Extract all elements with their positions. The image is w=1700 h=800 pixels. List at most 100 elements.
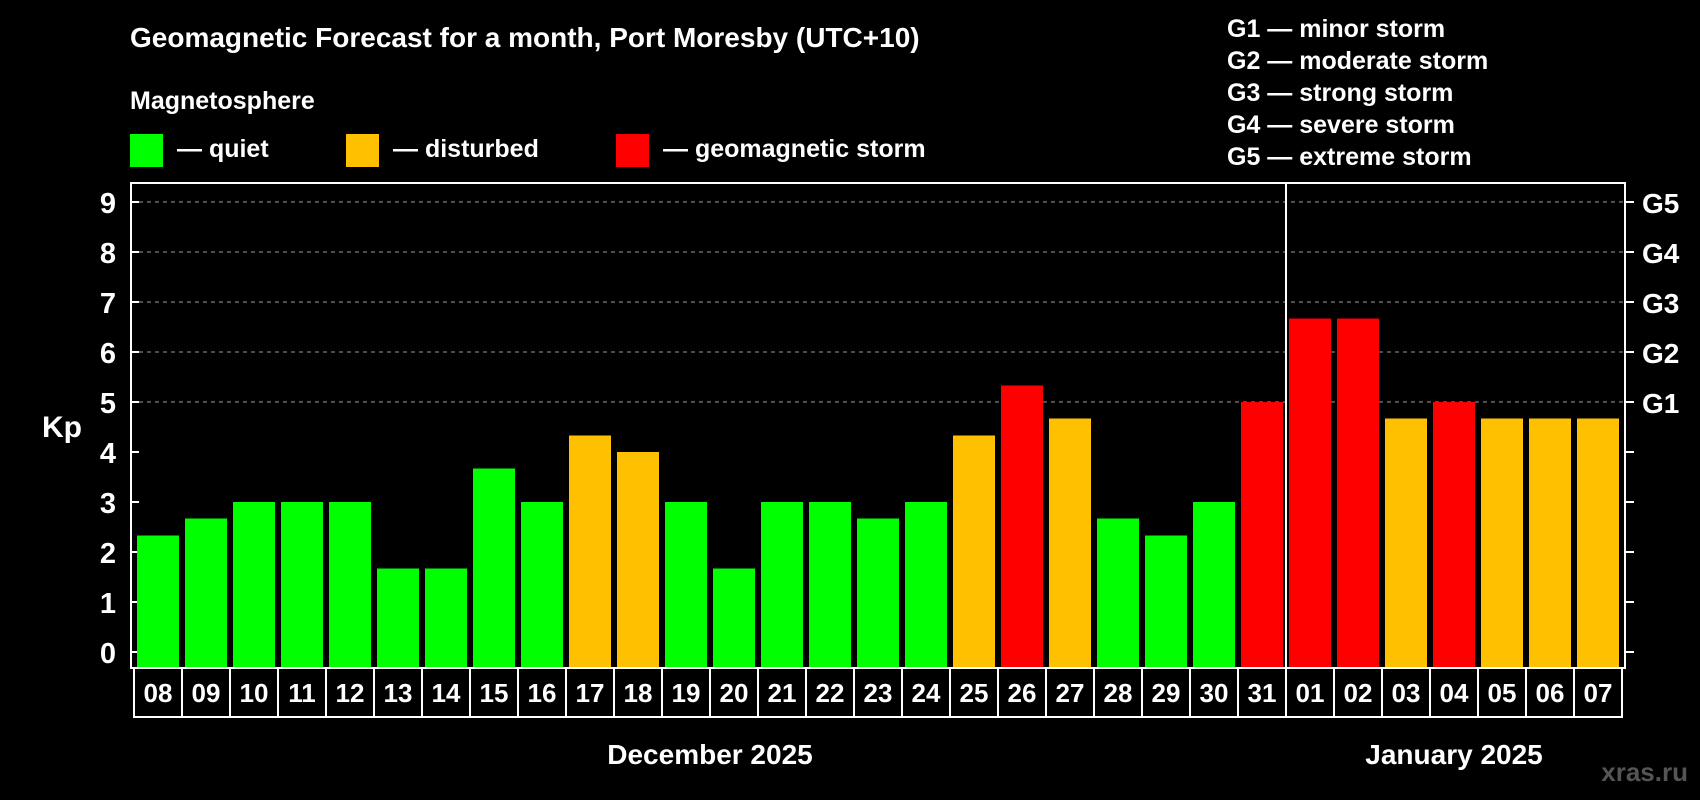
legend-swatch-2 [616,134,649,167]
y-tick-label-2: 2 [100,538,116,570]
right-tick-label-G4: G4 [1642,238,1680,269]
bar-17 [953,435,995,668]
date-label-2: 10 [240,678,269,708]
date-label-16: 24 [912,678,941,708]
legend-swatch-1 [346,134,379,167]
bar-9 [569,435,611,668]
date-label-25: 02 [1344,678,1373,708]
bar-23 [1241,402,1283,668]
y-axis-kp: 0 1 2 3 4 5 6 7 8 9 [100,188,139,670]
bar-6 [425,568,467,668]
date-label-22: 30 [1200,678,1229,708]
bar-13 [761,502,803,668]
legend-swatch-0 [130,134,163,167]
storm-scale-item-2: G3 — strong storm [1227,79,1453,107]
date-label-0: 08 [144,678,173,708]
bar-15 [857,518,899,668]
date-label-24: 01 [1296,678,1325,708]
date-label-10: 18 [624,678,653,708]
bar-20 [1097,518,1139,668]
legend: — quiet — disturbed — geomagnetic storm [130,134,926,167]
bar-22 [1193,502,1235,668]
y-tick-label-3: 3 [100,488,116,520]
month-labels: December 2025 January 2025 [607,739,1542,770]
legend-heading: Magnetosphere [130,87,315,115]
legend-label-2: — geomagnetic storm [663,135,926,163]
date-label-4: 12 [336,678,365,708]
right-tick-label-G2: G2 [1642,338,1679,369]
date-label-26: 03 [1392,678,1421,708]
right-tick-label-G5: G5 [1642,188,1679,219]
bar-19 [1049,418,1091,668]
date-label-13: 21 [768,678,797,708]
bar-28 [1481,418,1523,668]
date-label-29: 06 [1536,678,1565,708]
y-tick-label-1: 1 [100,588,116,620]
y-tick-label-8: 8 [100,238,116,270]
bar-21 [1145,535,1187,668]
bar-5 [377,568,419,668]
bar-25 [1337,318,1379,668]
storm-scale-item-1: G2 — moderate storm [1227,47,1488,75]
bar-24 [1289,318,1331,668]
date-cell-frame [133,667,1623,718]
gridlines [131,201,1625,403]
date-label-20: 28 [1104,678,1133,708]
y-tick-label-7: 7 [100,288,116,320]
y-axis-storm-levels: G1 G2 G3 G4 G5 [1625,188,1680,653]
bar-2 [233,502,275,668]
month-label-0: December 2025 [607,739,812,770]
bar-3 [281,502,323,668]
date-label-19: 27 [1056,678,1085,708]
legend-label-1: — disturbed [393,135,539,163]
right-tick-label-G3: G3 [1642,288,1679,319]
date-label-23: 31 [1248,678,1277,708]
date-label-1: 09 [192,678,221,708]
bar-1 [185,518,227,668]
bar-10 [617,452,659,668]
bar-4 [329,502,371,668]
bar-18 [1001,385,1043,668]
date-label-6: 14 [432,678,461,708]
bar-0 [137,535,179,668]
date-label-15: 23 [864,678,893,708]
date-label-7: 15 [480,678,509,708]
date-label-18: 26 [1008,678,1037,708]
y-tick-label-5: 5 [100,388,116,420]
bar-30 [1577,418,1619,668]
date-label-5: 13 [384,678,413,708]
y-tick-label-6: 6 [100,338,116,370]
legend-label-0: — quiet [177,135,269,163]
date-label-9: 17 [576,678,605,708]
date-label-3: 11 [288,678,316,708]
storm-scale-item-4: G5 — extreme storm [1227,143,1472,171]
date-label-27: 04 [1440,678,1469,708]
y-axis-label: Kp [42,411,82,444]
date-label-8: 16 [528,678,557,708]
date-label-11: 19 [672,678,701,708]
bar-29 [1529,418,1571,668]
bar-11 [665,502,707,668]
date-label-21: 29 [1152,678,1181,708]
bar-7 [473,468,515,668]
bars [137,318,1619,668]
y-tick-label-0: 0 [100,638,116,670]
y-tick-label-4: 4 [100,438,116,470]
y-tick-label-9: 9 [100,188,116,220]
date-label-14: 22 [816,678,845,708]
date-label-30: 07 [1584,678,1613,708]
storm-scale-legend: G1 — minor storm G2 — moderate storm G3 — … [1227,15,1488,171]
month-label-1: January 2025 [1365,739,1542,770]
bar-8 [521,502,563,668]
bar-14 [809,502,851,668]
date-label-28: 05 [1488,678,1517,708]
storm-scale-item-3: G4 — severe storm [1227,111,1455,139]
bar-27 [1433,402,1475,668]
bar-16 [905,502,947,668]
right-tick-label-G1: G1 [1642,388,1679,419]
bar-12 [713,568,755,668]
chart-title: Geomagnetic Forecast for a month, Port M… [130,22,920,53]
x-axis-dates: 08 09 10 11 12 13 14 15 16 17 18 19 20 21 22 23 24 25 26 27… [133,667,1623,718]
watermark: xras.ru [1601,757,1688,787]
